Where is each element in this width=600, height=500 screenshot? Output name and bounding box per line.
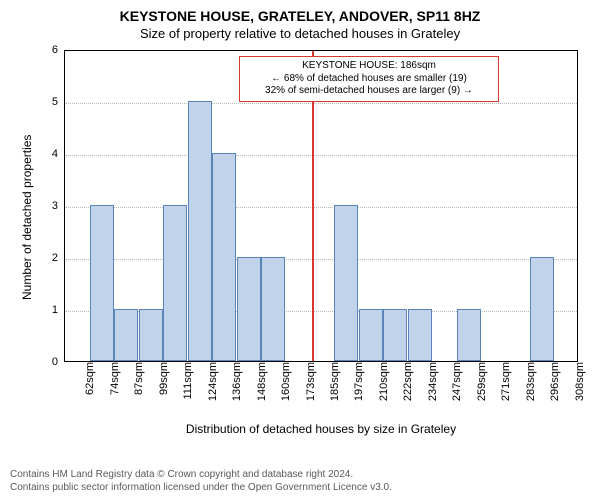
bar [163,205,187,361]
footer-line1: Contains HM Land Registry data © Crown c… [10,469,590,482]
plot-area-wrap: KEYSTONE HOUSE: 186sqm← 68% of detached … [64,50,578,362]
x-tick: 259sqm [472,362,488,401]
x-tick: 296sqm [545,362,561,401]
callout-line2: ← 68% of detached houses are smaller (19… [246,73,492,86]
y-tick: 1 [52,304,64,316]
x-tick: 124sqm [203,362,219,401]
y-tick: 5 [52,96,64,108]
bar [457,309,481,361]
x-tick: 62sqm [80,362,96,395]
bar [212,153,236,361]
x-tick: 111sqm [178,362,194,400]
bar [334,205,358,361]
plot-area: KEYSTONE HOUSE: 186sqm← 68% of detached … [64,50,578,362]
x-tick: 234sqm [423,362,439,401]
y-tick: 4 [52,148,64,160]
x-tick: 210sqm [374,362,390,401]
bar [261,257,285,361]
gridline [65,207,577,208]
bar [359,309,383,361]
chart-title-line2: Size of property relative to detached ho… [0,24,600,41]
x-tick: 247sqm [447,362,463,401]
gridline [65,259,577,260]
bar [139,309,163,361]
x-tick: 74sqm [105,362,121,395]
x-tick: 160sqm [276,362,292,401]
x-tick: 148sqm [252,362,268,401]
y-tick: 6 [52,44,64,56]
x-tick: 173sqm [301,362,317,401]
x-tick: 136sqm [227,362,243,401]
bar [237,257,261,361]
chart-title-line1: KEYSTONE HOUSE, GRATELEY, ANDOVER, SP11 … [0,0,600,24]
x-tick: 222sqm [398,362,414,401]
gridline [65,155,577,156]
y-tick: 0 [52,356,64,368]
x-tick: 197sqm [349,362,365,401]
footer-line2: Contains public sector information licen… [10,482,590,495]
y-axis-label: Number of detached properties [20,135,34,300]
x-tick: 283sqm [521,362,537,401]
bar [90,205,114,361]
x-tick: 99sqm [154,362,170,395]
footer-attribution: Contains HM Land Registry data © Crown c… [10,469,590,494]
bar [114,309,138,361]
x-tick: 185sqm [325,362,341,401]
y-tick: 2 [52,252,64,264]
callout-box: KEYSTONE HOUSE: 186sqm← 68% of detached … [239,56,499,102]
bar [530,257,554,361]
x-tick: 308sqm [570,362,586,401]
x-tick: 87sqm [129,362,145,395]
x-axis-label: Distribution of detached houses by size … [64,422,578,436]
y-tick: 3 [52,200,64,212]
bar [383,309,407,361]
callout-line3: 32% of semi-detached houses are larger (… [246,85,492,98]
gridline [65,103,577,104]
bar [188,101,212,361]
bar [408,309,432,361]
x-tick: 271sqm [496,362,512,401]
callout-title: KEYSTONE HOUSE: 186sqm [246,60,492,73]
